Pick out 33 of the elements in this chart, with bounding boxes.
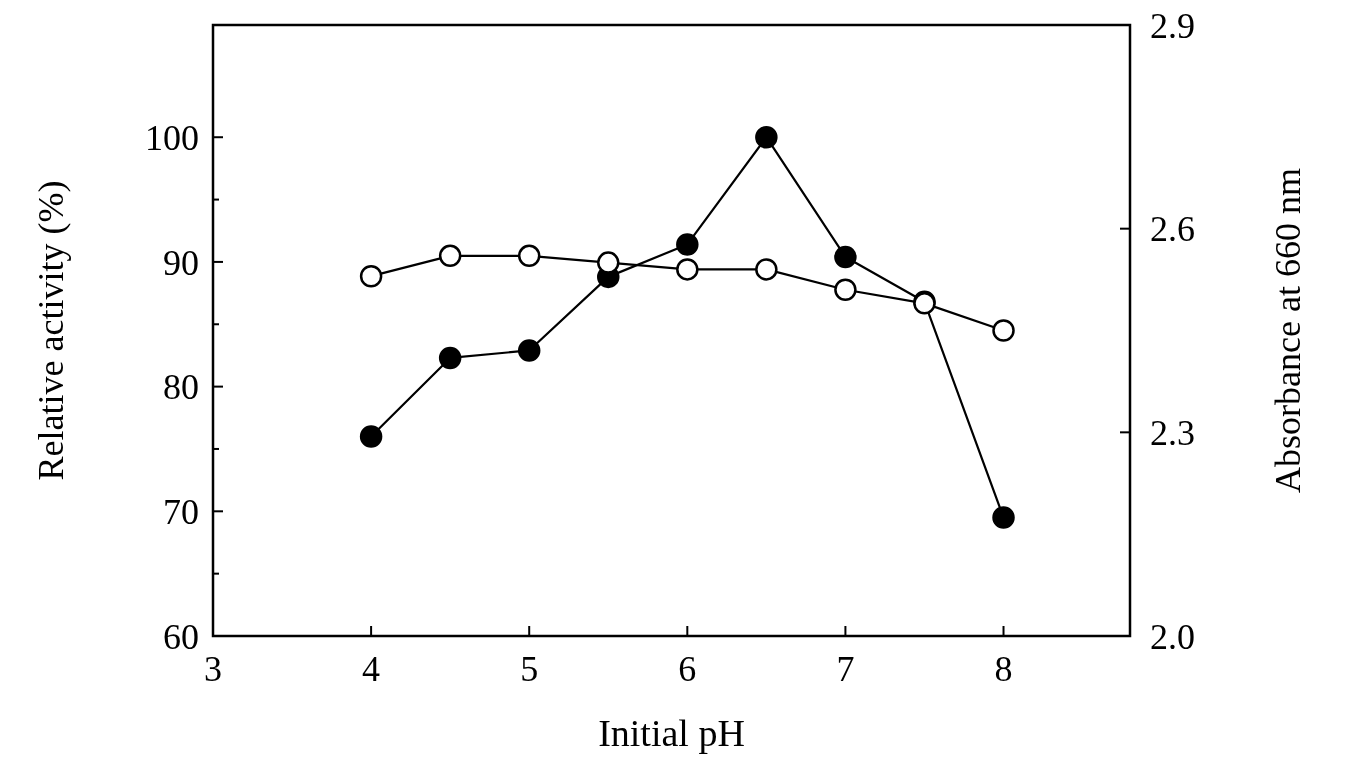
y2-tick-label: 2.3: [1150, 412, 1195, 453]
y-axis-title: Relative activity (%): [31, 180, 71, 481]
y-tick-label: 90: [163, 242, 199, 283]
point: [755, 125, 778, 149]
point: [834, 278, 857, 301]
x-tick-label: 7: [836, 649, 855, 689]
y-tick-label: 80: [163, 367, 199, 408]
y-tick-label: 60: [163, 616, 199, 657]
x-tick-label: 5: [520, 649, 539, 689]
x-tick-label: 3: [204, 649, 222, 689]
point: [992, 506, 1015, 529]
point: [992, 319, 1015, 342]
point: [438, 346, 462, 370]
x-tick-label: 6: [678, 649, 697, 689]
y2-tick-label: 2.0: [1150, 616, 1195, 657]
y-tick-label: 70: [163, 491, 199, 532]
y2-tick-label: 2.6: [1150, 209, 1195, 250]
point: [359, 425, 383, 448]
x-tick-label: 4: [362, 649, 381, 689]
point: [359, 264, 383, 288]
x-axis-title: Initial pH: [598, 712, 745, 754]
point: [517, 244, 541, 268]
point: [834, 245, 857, 269]
point: [438, 244, 462, 268]
y-tick-label: 100: [145, 117, 199, 158]
point: [676, 258, 699, 281]
x-tick-label: 8: [994, 649, 1013, 689]
y2-axis-title: Absorbance at 660 nm: [1268, 168, 1308, 493]
point: [755, 258, 778, 281]
point: [676, 233, 699, 256]
point: [517, 339, 541, 362]
y2-tick-label: 2.9: [1150, 5, 1195, 46]
point: [597, 251, 620, 274]
